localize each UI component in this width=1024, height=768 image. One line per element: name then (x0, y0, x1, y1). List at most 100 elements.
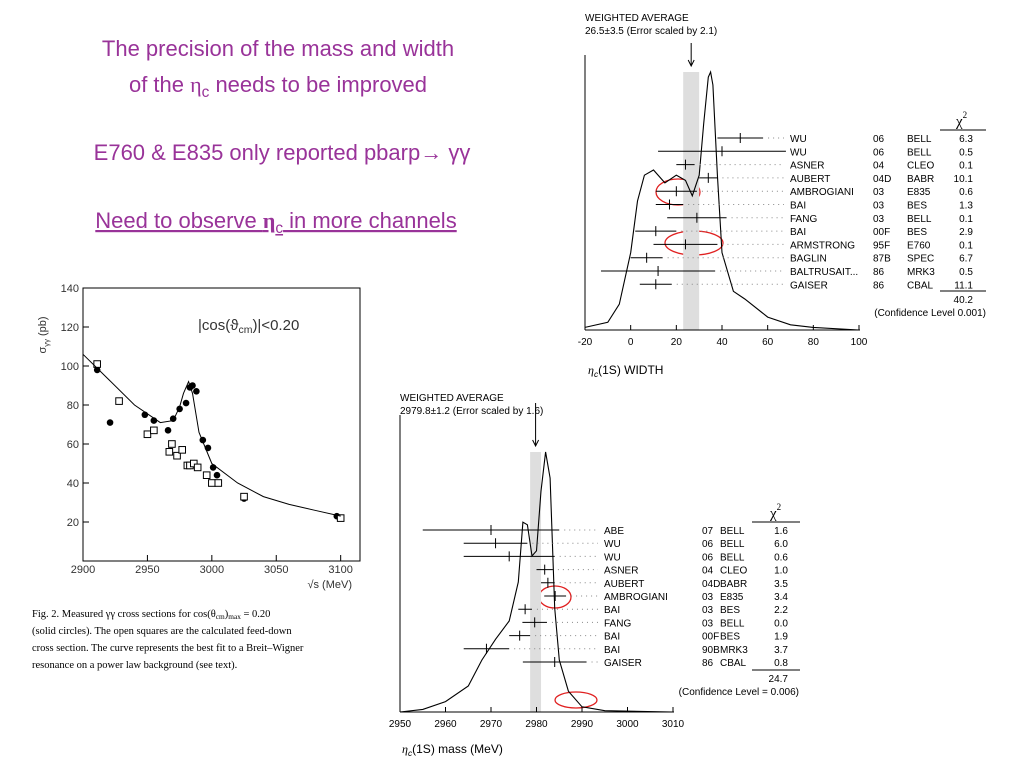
measurement-experiment: BES (907, 201, 927, 212)
measurement-year: 03 (873, 201, 885, 212)
measurement-year: 87B (873, 254, 891, 265)
measurement (522, 657, 587, 667)
measurement (422, 525, 560, 535)
y-tick-label: 140 (61, 283, 79, 295)
text: cm (238, 324, 252, 336)
average-band (530, 452, 542, 712)
chi2-total: 40.2 (954, 295, 974, 306)
measurement-name: AMBROGIANI (790, 187, 854, 198)
text: in more channels (283, 208, 457, 233)
measurement-experiment: BELL (720, 552, 745, 563)
x-tick-label: 40 (716, 337, 728, 348)
measurement-year: 03 (873, 214, 885, 225)
caption-line: resonance on a power law background (see… (32, 660, 237, 671)
measurement-year: 07 (702, 526, 714, 537)
measurement-experiment: E835 (907, 187, 931, 198)
data-point (164, 427, 172, 434)
measurement (676, 159, 695, 170)
measurement-chi2: 1.9 (774, 632, 788, 643)
ideogram-curve (584, 70, 860, 331)
measurement-name: WU (790, 134, 807, 145)
chart-subtitle: 2979.8±1.2 (Error scaled by 1.6) (400, 406, 543, 417)
measurement-name: AMBROGIANI (604, 592, 668, 603)
data-point (202, 471, 211, 479)
text: 2 (963, 110, 968, 120)
measurement (536, 564, 553, 575)
measurement-chi2: 1.0 (774, 566, 788, 577)
x-tick-label: 80 (808, 337, 820, 348)
x-tick-label: -20 (578, 337, 593, 348)
measurement (509, 630, 531, 641)
x-tick-label: 60 (762, 337, 774, 348)
x-tick-label: 2970 (480, 719, 503, 730)
measurement-name: ARMSTRONG (790, 240, 855, 251)
measurement-year: 00F (702, 632, 719, 643)
fit-curve (82, 353, 341, 517)
measurement-name: WU (790, 147, 807, 158)
x-tick-label: 2980 (525, 719, 548, 730)
caption-line: (solid circles). The open squares are th… (32, 626, 292, 637)
measurement-experiment: E760 (907, 240, 931, 251)
measurement-year: 06 (702, 552, 714, 563)
text: c (275, 220, 283, 237)
chi2-header: χ2 (955, 110, 967, 130)
confidence-level: (Confidence Level 0.001) (874, 308, 986, 319)
measurement (655, 186, 697, 197)
text: = 0.20 (241, 609, 271, 620)
measurement-year: 00F (873, 227, 890, 238)
measurement-name: AUBERT (604, 579, 644, 590)
measurement-chi2: 0.1 (959, 161, 973, 172)
measurement-name: BAI (604, 645, 620, 656)
measurement (518, 604, 532, 615)
measurement-year: 04D (702, 579, 720, 590)
data-point (193, 388, 200, 395)
y-axis-label: σγγ (pb) (37, 316, 51, 353)
data-point (182, 399, 190, 407)
x-tick-label: 0 (628, 337, 634, 348)
text: η (263, 208, 276, 233)
measurement-year: 03 (702, 618, 714, 629)
headline-line: E760 & E835 only reported pbarp→ γγ (94, 140, 471, 165)
measurement-name: AUBERT (790, 174, 830, 185)
data-point (93, 360, 101, 368)
measurement (463, 643, 510, 654)
measurement-chi2: 0.1 (959, 214, 973, 225)
x-tick-label: 3000 (200, 564, 224, 576)
chart-subtitle: 26.5±3.5 (Error scaled by 2.1) (585, 26, 717, 37)
measurement (699, 172, 718, 183)
x-axis-label: √s (MeV) (307, 579, 352, 591)
measurement-experiment: BELL (907, 147, 932, 158)
measurement-experiment: CBAL (720, 658, 747, 669)
data-point (93, 366, 101, 374)
text: (pb) (37, 316, 49, 339)
x-tick-label: 3000 (616, 719, 639, 730)
measurement-chi2: 0.0 (774, 618, 788, 629)
data-point (178, 446, 187, 454)
measurement-name: BAGLIN (790, 254, 827, 265)
measurement (717, 133, 764, 143)
average-band (683, 72, 700, 330)
measurement-chi2: 2.9 (959, 227, 973, 238)
average-arrow (687, 43, 695, 68)
data-point (190, 459, 198, 468)
measurement-chi2: 1.3 (959, 201, 973, 212)
text: )|<0.20 (252, 317, 299, 334)
data-point (173, 451, 181, 460)
measurement (463, 551, 555, 562)
measurement-chi2: 6.7 (959, 254, 973, 265)
text: γγ (42, 339, 51, 347)
x-tick-label: 2950 (389, 719, 412, 730)
text: cm (216, 612, 225, 621)
measurement-name: BAI (790, 201, 806, 212)
chi2-header: χ2 (769, 502, 781, 522)
caption-line: cross section. The curve represents the … (32, 643, 304, 654)
text: Need to observe (95, 208, 263, 233)
confidence-level: (Confidence Level = 0.006) (679, 687, 799, 698)
measurement-chi2: 10.1 (954, 174, 974, 185)
x-tick-label: 2990 (571, 719, 594, 730)
measurement-experiment: BES (907, 227, 927, 238)
measurement-experiment: BELL (720, 618, 745, 629)
measurement (658, 146, 786, 157)
measurement-chi2: 3.7 (774, 645, 788, 656)
